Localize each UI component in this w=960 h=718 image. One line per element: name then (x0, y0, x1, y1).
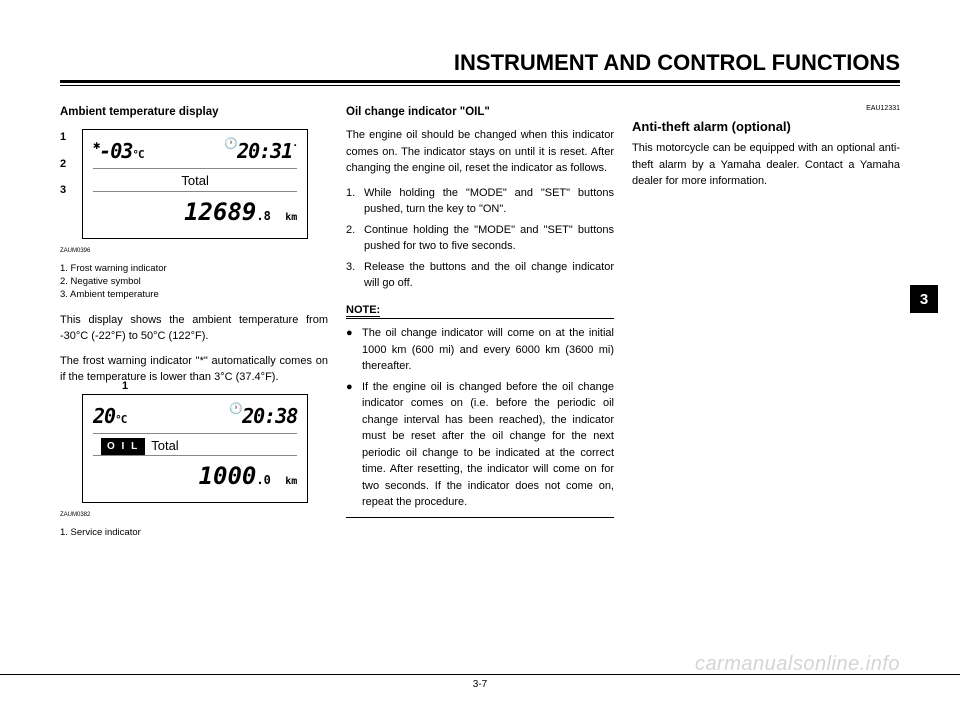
time-decimal: . (292, 138, 297, 149)
step-number: 3. (346, 259, 364, 292)
anti-theft-heading: Anti-theft alarm (optional) (632, 117, 900, 137)
temp-unit: °C (132, 148, 143, 161)
para-oil-intro: The engine oil should be changed when th… (346, 127, 614, 177)
para-temp-range: This display shows the ambient temperatu… (60, 312, 328, 345)
odo-decimal: .0 (256, 473, 270, 487)
caption1-code: ZAUM0396 (60, 247, 328, 256)
step-1: 1. While holding the "MODE" and "SET" bu… (346, 185, 614, 218)
lcd1-top-row: ✱-03°C 🕐20:31. (93, 136, 297, 169)
page-header: INSTRUMENT AND CONTROL FUNCTIONS (60, 50, 900, 83)
step-2: 2. Continue holding the "MODE" and "SET"… (346, 222, 614, 255)
bullet-1: ● The oil change indicator will come on … (346, 325, 614, 375)
step-text: Release the buttons and the oil change i… (364, 259, 614, 292)
bullet-text: The oil change indicator will come on at… (362, 325, 614, 375)
lcd1-time: 🕐20:31. (224, 136, 297, 166)
clock-icon: 🕐 (229, 402, 242, 415)
annotation-1: 1 (60, 129, 66, 146)
step-number: 1. (346, 185, 364, 218)
odo-value: 1000 (199, 462, 257, 490)
step-text: Continue holding the "MODE" and "SET" bu… (364, 222, 614, 255)
step-number: 2. (346, 222, 364, 255)
ambient-temp-heading: Ambient temperature display (60, 104, 328, 121)
note-block: NOTE: (346, 302, 614, 320)
temp-value: 03 (110, 139, 132, 163)
note-heading: NOTE: (346, 304, 380, 317)
column-2: Oil change indicator "OIL" The engine oi… (346, 104, 614, 549)
header-rule (60, 85, 900, 86)
temp-value: 20 (93, 404, 115, 428)
end-rule (346, 517, 614, 518)
column-1: Ambient temperature display 1 2 3 ✱-03°C… (60, 104, 328, 549)
caption2-list: 1. Service indicator (60, 526, 328, 539)
lcd-display-1: ✱-03°C 🕐20:31. Total 12689.8 km (82, 129, 308, 239)
display2-annotation: 1 (122, 378, 128, 395)
page-footer: 3-7 (0, 674, 960, 690)
odo-unit: km (285, 476, 297, 487)
odo-value: 12689 (184, 198, 256, 226)
para-frost-warning: The frost warning indicator "*" automati… (60, 353, 328, 386)
lcd2-mode-row: O I L Total (93, 434, 297, 457)
chapter-tab: 3 (910, 285, 938, 313)
annotation-2: 2 (60, 156, 66, 173)
lcd2-odometer: 1000.0 km (93, 456, 297, 494)
time-value: 20:38 (242, 404, 297, 428)
display1-wrapper: 1 2 3 ✱-03°C 🕐20:31. Total 12689.8 km (82, 129, 328, 239)
lcd-display-2: 20°C 🕐20:38 O I L Total 1000.0 km (82, 394, 308, 504)
lcd1-temperature: ✱-03°C (93, 136, 144, 166)
para-anti-theft: This motorcycle can be equipped with an … (632, 140, 900, 190)
bullet-text: If the engine oil is changed before the … (362, 379, 614, 511)
lcd2-time: 🕐20:38 (229, 401, 297, 431)
lcd1-odometer: 12689.8 km (93, 192, 297, 230)
odo-decimal: .8 (256, 209, 270, 223)
column-3: EAU12331 Anti-theft alarm (optional) Thi… (632, 104, 900, 549)
lcd1-mode-label: Total (93, 169, 297, 192)
oil-indicator-heading: Oil change indicator "OIL" (346, 104, 614, 121)
bullet-icon: ● (346, 379, 362, 511)
mode-label: Total (151, 438, 178, 453)
temp-unit: °C (115, 413, 126, 426)
lcd2-top-row: 20°C 🕐20:38 (93, 401, 297, 434)
neg-symbol: - (99, 139, 110, 163)
note-rule (346, 318, 614, 319)
oil-indicator: O I L (101, 438, 145, 455)
time-value: 20:31 (237, 139, 292, 163)
display2-wrapper: 1 20°C 🕐20:38 O I LTotal 1000.0 km (82, 394, 328, 504)
step-3: 3. Release the buttons and the oil chang… (346, 259, 614, 292)
lcd2-temperature: 20°C (93, 401, 126, 431)
clock-icon: 🕐 (224, 137, 237, 150)
caption1-list: 1. Frost warning indicator 2. Negative s… (60, 262, 328, 302)
watermark: carmanualsonline.info (695, 653, 900, 676)
step-text: While holding the "MODE" and "SET" butto… (364, 185, 614, 218)
annotation-3: 3 (60, 182, 66, 199)
caption2-code: ZAUM0382 (60, 511, 328, 520)
bullet-icon: ● (346, 325, 362, 375)
eau-code: EAU12331 (632, 104, 900, 115)
bullet-2: ● If the engine oil is changed before th… (346, 379, 614, 511)
display1-annotations: 1 2 3 (60, 129, 66, 209)
content-columns: Ambient temperature display 1 2 3 ✱-03°C… (60, 104, 900, 549)
odo-unit: km (285, 212, 297, 223)
